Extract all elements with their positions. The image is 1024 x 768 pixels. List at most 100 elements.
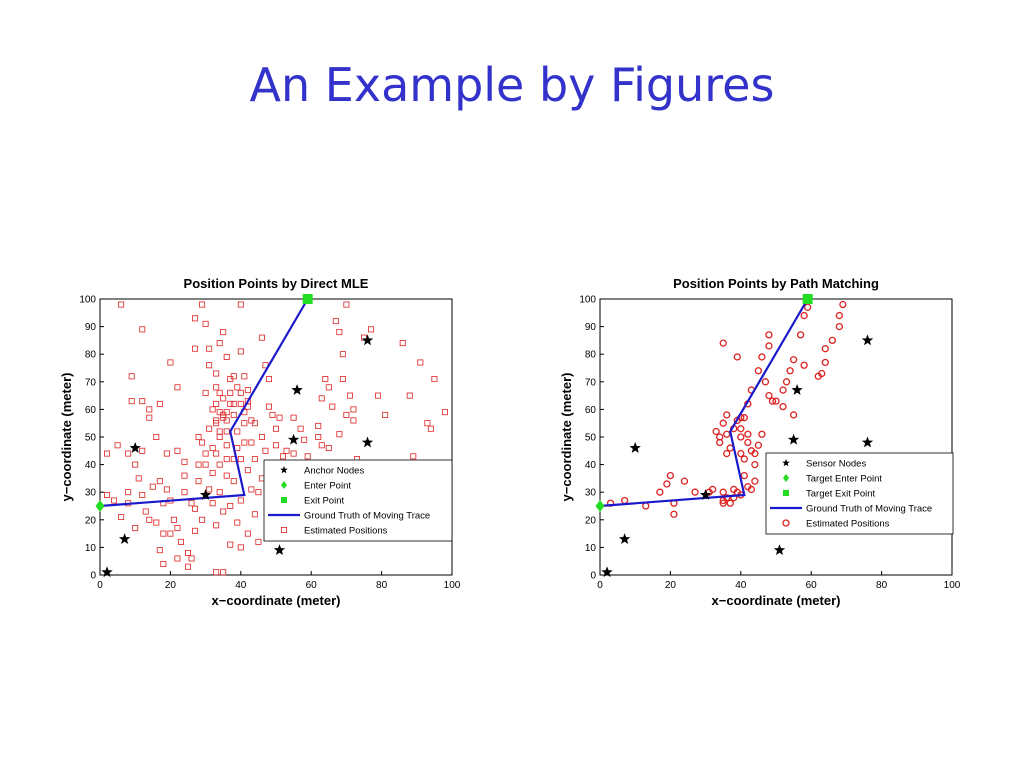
y-tick-label: 0 [90,571,96,582]
estimated-position-point [315,422,322,429]
estimated-position-point [329,403,336,410]
estimated-position-point [146,516,153,523]
estimated-position-point [251,511,258,518]
estimated-position-point [410,453,417,460]
enter-point-marker [95,500,105,512]
estimated-position-point [779,402,787,411]
estimated-position-point [318,442,325,449]
legend-enter-icon [783,474,789,482]
chart-title: Position Points by Path Matching [673,276,879,291]
estimated-position-point [174,525,181,532]
estimated-position-point [237,400,244,407]
estimated-position-point [325,445,332,452]
estimated-position-point [216,389,223,396]
slide-title: An Example by Figures [249,58,775,112]
x-tick-label: 0 [97,580,103,591]
estimated-position-point [220,395,227,402]
estimated-position-point [237,497,244,504]
legend-exit-icon [281,497,287,503]
estimated-position-point [153,433,160,440]
legend-estimate-icon [782,519,790,527]
estimated-position-point [796,331,805,339]
estimated-position-point [125,450,132,457]
legend-label: Sensor Nodes [806,459,866,470]
legend-box [263,459,453,542]
estimated-position-point [656,488,664,496]
estimated-position-point [297,425,304,432]
estimated-position-point [768,397,777,405]
estimated-position-point [128,398,135,405]
estimated-position-point [737,433,745,441]
estimated-position-point [733,353,741,361]
y-tick-label: 100 [579,295,596,306]
x-tick-label: 20 [665,580,677,591]
estimated-position-point [765,342,773,350]
legend-label: Target Exit Point [806,489,876,500]
estimated-position-point [670,510,678,518]
estimated-position-point [237,348,244,355]
estimated-position-point [740,455,748,463]
estimated-position-point [237,544,244,551]
x-axis-label: x−coordinate (meter) [212,593,341,608]
estimated-position-point [227,389,234,396]
y-tick-label: 60 [585,405,597,416]
x-tick-label: 80 [876,580,888,591]
estimated-position-point [163,450,170,457]
y-tick-label: 20 [585,515,597,526]
estimated-position-point [213,450,220,457]
estimated-position-point [230,478,237,485]
estimated-position-point [181,472,188,479]
chart-title: Position Points by Direct MLE [184,276,369,291]
estimated-position-point [821,345,829,353]
estimated-position-point [318,395,325,402]
x-tick-label: 0 [597,580,603,591]
estimated-position-point [315,433,322,440]
estimated-position-point [230,411,237,418]
estimated-position-point [251,420,258,427]
estimated-position-point [642,502,650,510]
estimated-position-point [835,311,844,320]
estimated-position-point [195,478,202,485]
estimated-position-point [744,430,752,438]
legend-label: Estimated Positions [304,526,388,537]
estimated-position-point [220,414,227,421]
sensor-node-point [629,442,641,453]
estimated-position-point [209,469,216,476]
estimated-position-point [751,477,759,485]
legend-label: Enter Point [304,481,351,492]
estimated-position-point [620,496,629,505]
estimated-position-point [227,541,234,548]
estimated-position-point [213,370,220,377]
estimated-position-point [192,315,199,322]
estimated-position-point [336,431,343,438]
x-tick-label: 40 [735,580,747,591]
anchor-node-point [361,334,374,346]
estimated-position-point [206,362,213,369]
legend-label: Exit Point [304,496,344,507]
anchor-node-point [118,533,131,544]
estimated-position-point [132,525,139,532]
estimated-position-point [719,339,727,347]
estimated-position-point [737,425,745,433]
estimated-position-point [375,392,382,399]
legend-box [765,452,954,535]
estimated-position-point [223,428,230,435]
y-tick-label: 70 [585,377,597,388]
y-tick-label: 40 [85,460,97,471]
estimated-position-point [258,334,265,341]
estimated-position-point [427,425,434,432]
estimated-position-point [174,555,181,562]
estimated-position-point [223,472,230,479]
estimated-position-point [712,427,720,436]
y-tick-label: 10 [585,543,597,554]
estimated-position-point [199,301,206,308]
y-tick-label: 80 [585,350,597,361]
estimated-position-point [209,445,216,452]
estimated-position-point [237,389,244,396]
x-tick-label: 60 [306,580,318,591]
estimated-position-point [339,376,346,383]
estimated-position-point [234,428,241,435]
estimated-position-point [262,447,269,454]
legend-label: Estimated Positions [806,519,890,530]
sensor-node-point [861,436,874,448]
